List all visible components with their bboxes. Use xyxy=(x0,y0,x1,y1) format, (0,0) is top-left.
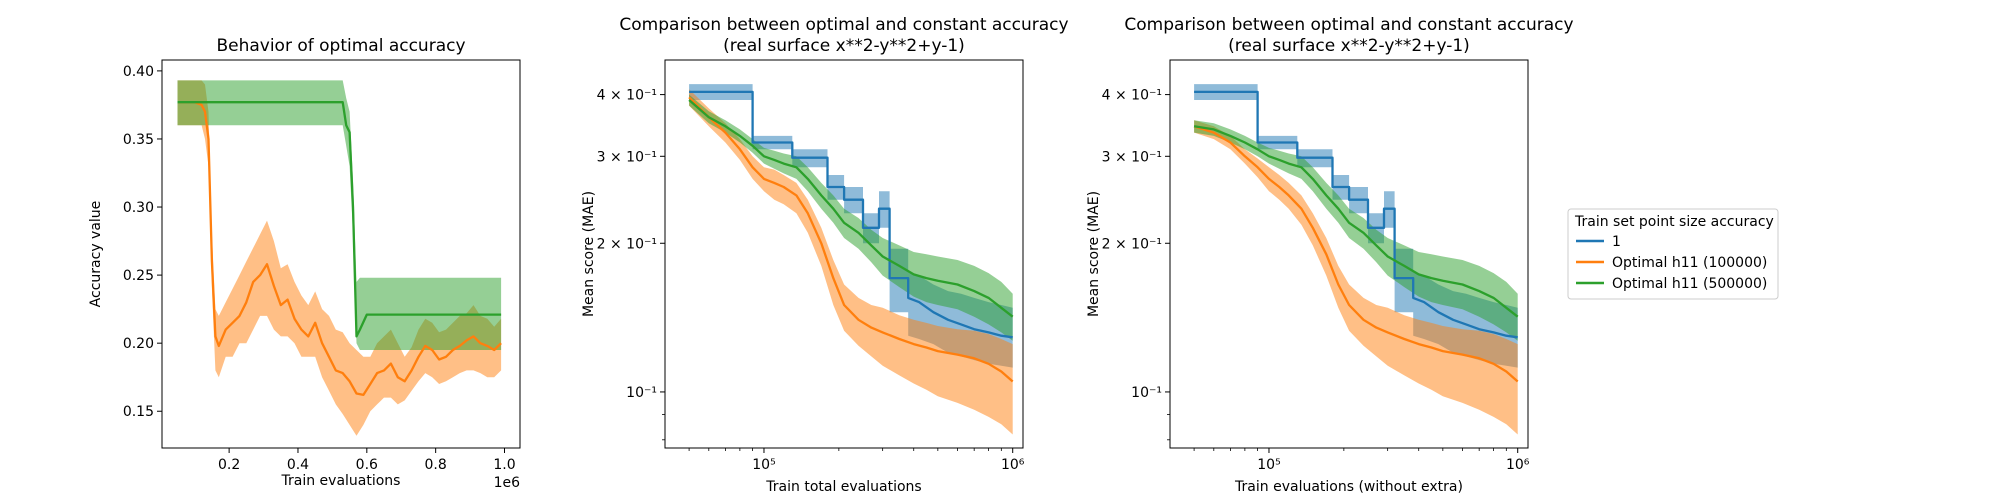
chart-title: Comparison between optimal and constant … xyxy=(1124,15,1573,35)
series-line xyxy=(688,99,1014,318)
chart-title: Comparison between optimal and constant … xyxy=(619,15,1068,35)
axes-frame xyxy=(664,59,1024,449)
y-axis-label: Mean score (MAE) xyxy=(581,191,597,317)
series-line xyxy=(1193,125,1519,383)
plot-area xyxy=(1193,84,1519,435)
legend: Train set point size accuracy 1 Optimal h… xyxy=(1567,208,1779,300)
x-tick-label: 0.2 xyxy=(218,457,240,473)
x-tick-label: 0.4 xyxy=(287,457,309,473)
legend-frame xyxy=(1567,208,1779,300)
y-tick-label: 10⁻¹ xyxy=(1131,385,1162,401)
legend-title: Train set point size accuracy xyxy=(1574,214,1774,230)
y-axis-label: Accuracy value xyxy=(88,201,104,308)
x-tick-label: 0.6 xyxy=(356,457,378,473)
series-band xyxy=(177,80,502,436)
y-tick-label: 3 × 10⁻¹ xyxy=(597,149,657,165)
legend-entry-label: Optimal h11 (500000) xyxy=(1612,276,1767,292)
series-band xyxy=(689,89,1013,435)
x-axis-label: Train total evaluations xyxy=(765,479,921,495)
x-tick-label: 10⁶ xyxy=(1001,457,1025,473)
x-offset-label: 1e6 xyxy=(494,475,521,491)
series-line xyxy=(177,101,502,397)
y-tick-label: 0.25 xyxy=(123,268,154,284)
panel-total-evaluations: 10⁵ 10⁶ 10⁻¹ 2 × 10⁻¹ 3 × 10⁻¹ 4 × 10⁻¹ Compar… xyxy=(581,15,1069,495)
series-line xyxy=(689,90,1013,339)
x-tick-label: 1.0 xyxy=(493,457,515,473)
x-tick-label: 10⁵ xyxy=(752,457,775,473)
y-tick-label: 0.30 xyxy=(123,200,154,216)
y-tick-label: 4 × 10⁻¹ xyxy=(1102,88,1162,104)
series-line xyxy=(1193,125,1519,318)
series-band xyxy=(1194,120,1518,341)
y-tick-label: 4 × 10⁻¹ xyxy=(597,88,657,104)
chart-title: Behavior of optimal accuracy xyxy=(216,36,465,56)
y-tick-label: 10⁻¹ xyxy=(626,385,657,401)
axes-frame xyxy=(161,59,521,449)
x-tick-label: 0.8 xyxy=(425,457,447,473)
y-axis-label: Mean score (MAE) xyxy=(1086,191,1102,317)
y-tick-label: 0.35 xyxy=(123,132,154,148)
legend-entries: 1 Optimal h11 (100000) Optimal h11 (500000… xyxy=(1576,234,1767,292)
y-tick-label: 0.40 xyxy=(123,64,154,80)
y-tick-label: 0.20 xyxy=(123,336,154,352)
series-line xyxy=(1194,90,1518,339)
legend-entry-label: 1 xyxy=(1612,234,1621,250)
panel-evaluations-without-extra: 10⁵ 10⁶ 10⁻¹ 2 × 10⁻¹ 3 × 10⁻¹ 4 × 10⁻¹ Compar… xyxy=(1086,15,1574,495)
y-tick-label: 2 × 10⁻¹ xyxy=(597,236,657,252)
series-band xyxy=(177,80,502,351)
x-axis-label: Train evaluations xyxy=(281,473,401,489)
y-tick-label: 0.15 xyxy=(123,404,154,420)
chart-subtitle: (real surface x**2-y**2+y-1) xyxy=(1228,36,1470,56)
series-line xyxy=(177,101,502,338)
y-tick-label: 3 × 10⁻¹ xyxy=(1102,149,1162,165)
chart-subtitle: (real surface x**2-y**2+y-1) xyxy=(723,36,965,56)
x-axis-label: Train evaluations (without extra) xyxy=(1234,479,1463,495)
legend-entry-label: Optimal h11 (100000) xyxy=(1612,255,1767,271)
plot-area xyxy=(177,80,502,436)
series-band xyxy=(1194,120,1518,435)
series-line xyxy=(688,96,1014,383)
x-tick-label: 10⁶ xyxy=(1506,457,1530,473)
panel-optimal-accuracy: 0.2 0.4 0.6 0.8 1.0 0.15 0.20 0.25 0.30 0.35 0.40 1… xyxy=(88,36,521,491)
y-tick-label: 2 × 10⁻¹ xyxy=(1102,236,1162,252)
axes-frame xyxy=(1169,59,1529,449)
x-tick-label: 10⁵ xyxy=(1257,457,1280,473)
plot-area xyxy=(688,84,1014,435)
